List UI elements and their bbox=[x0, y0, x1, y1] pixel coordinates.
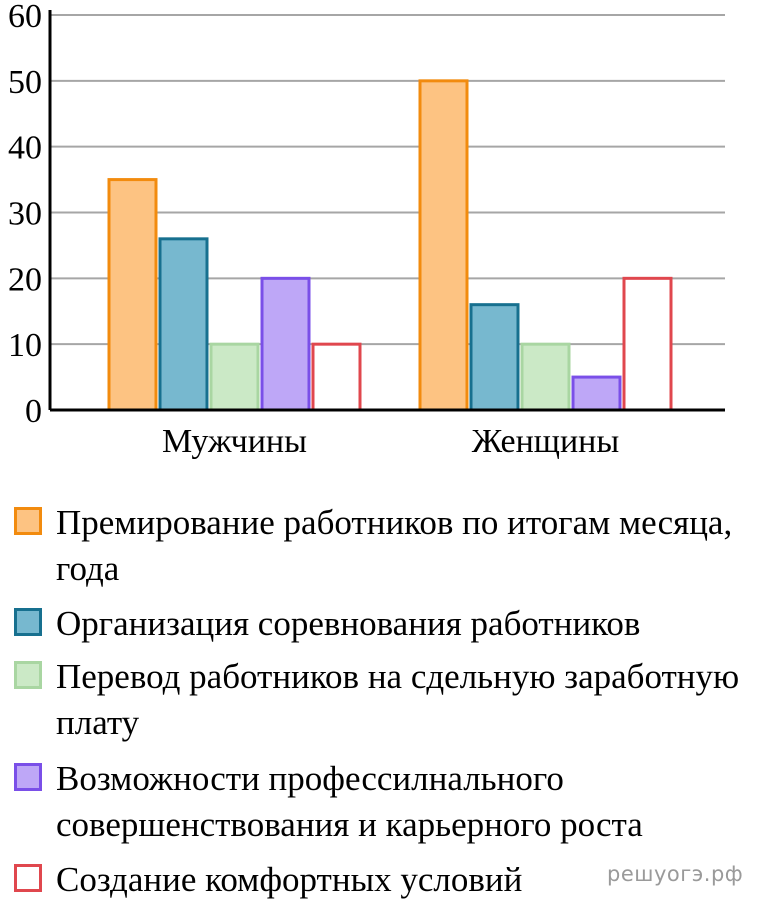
bar bbox=[418, 79, 469, 412]
bar bbox=[158, 237, 209, 412]
legend-label: Организация соревнования работников bbox=[56, 604, 641, 643]
legend-label: Перевод работников на сдельную заработну… bbox=[56, 657, 740, 742]
y-tick-label: 30 bbox=[8, 196, 42, 233]
bar bbox=[260, 276, 311, 412]
y-tick-label: 0 bbox=[25, 393, 42, 430]
bar bbox=[107, 178, 158, 412]
bar bbox=[311, 342, 362, 412]
legend-label: Премирование работников по итогам месяца… bbox=[56, 503, 733, 588]
y-tick-label: 50 bbox=[8, 64, 42, 101]
watermark: решуогэ.рф bbox=[607, 862, 744, 886]
category-label: Мужчины bbox=[162, 423, 307, 460]
bars bbox=[107, 79, 673, 412]
bar bbox=[571, 375, 622, 412]
legend-label: Создание комфортных условий bbox=[56, 860, 523, 899]
y-tick-label: 60 bbox=[8, 0, 42, 35]
y-tick-label: 10 bbox=[8, 327, 42, 364]
legend-swatch bbox=[14, 864, 42, 892]
bar bbox=[209, 342, 260, 412]
legend-swatch bbox=[14, 661, 42, 689]
bar bbox=[622, 276, 673, 412]
legend-swatch bbox=[14, 763, 42, 791]
bar-chart: 0 10 20 30 40 50 60 Мужчины Женщины bbox=[8, 0, 725, 460]
y-tick-label: 40 bbox=[8, 130, 42, 167]
y-tick-label: 20 bbox=[8, 261, 42, 298]
axes bbox=[48, 10, 725, 412]
category-label: Женщины bbox=[472, 423, 620, 460]
legend-swatch bbox=[14, 507, 42, 535]
legend-label: Возможности професcилнального совершенст… bbox=[56, 759, 643, 844]
category-labels: Мужчины Женщины bbox=[162, 423, 619, 460]
legend-swatch bbox=[14, 608, 42, 636]
y-tick-labels: 0 10 20 30 40 50 60 bbox=[8, 0, 42, 430]
bar bbox=[520, 342, 571, 412]
bar bbox=[469, 303, 520, 412]
